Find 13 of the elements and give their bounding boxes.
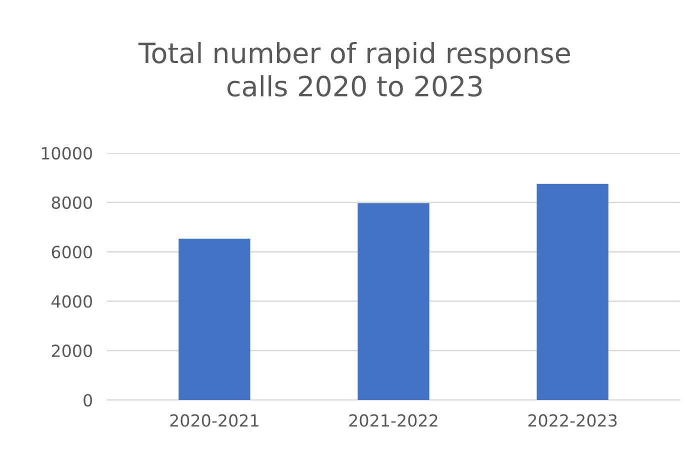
y-tick-label: 2000 — [52, 344, 92, 358]
y-tick-label: 6000 — [52, 246, 92, 258]
chart-title: Total number of rapid response calls 2020 to 2023 — [138, 42, 570, 97]
x-tick-label: 2022-2023 — [528, 414, 617, 427]
y-tick-label: 10000 — [42, 146, 92, 160]
y-tick-label: 0 — [84, 394, 92, 407]
y-tick-label: 8000 — [52, 196, 92, 209]
x-tick-label: 2021-2022 — [349, 414, 438, 427]
bar — [178, 238, 250, 400]
bar — [358, 203, 430, 400]
bar — [536, 184, 608, 400]
x-tick-label: 2020-2021 — [170, 414, 258, 427]
y-tick-label: 4000 — [52, 295, 92, 308]
